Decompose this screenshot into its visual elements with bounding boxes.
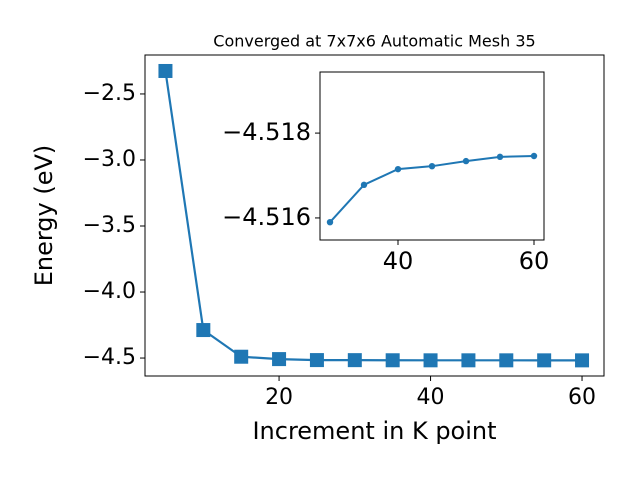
marker (530, 152, 538, 160)
marker (496, 153, 504, 161)
marker (462, 157, 470, 165)
plot-frame (319, 71, 545, 241)
marker (158, 63, 173, 78)
y-tick-label: −4.5 (83, 345, 136, 370)
y-tick-label: −4.0 (83, 279, 136, 304)
x-axis-label: Increment in K point (252, 417, 496, 445)
y-tick-label: −4.518 (222, 118, 311, 146)
marker (234, 349, 249, 364)
x-tick-label: 20 (265, 385, 293, 410)
chart-title: Converged at 7x7x6 Automatic Mesh 35 (213, 32, 535, 51)
marker (423, 353, 438, 368)
marker (196, 323, 211, 338)
marker (347, 353, 362, 368)
marker (385, 353, 400, 368)
marker (461, 353, 476, 368)
marker (394, 165, 402, 173)
y-axis-label: Energy (eV) (30, 145, 58, 287)
x-tick-label: 60 (568, 385, 596, 410)
marker (360, 181, 368, 189)
y-tick-label: −3.5 (83, 213, 136, 238)
y-tick-label: −3.0 (83, 147, 136, 172)
marker (309, 353, 324, 368)
x-tick-label: 40 (417, 385, 445, 410)
plot-frame (144, 54, 605, 377)
y-tick-label: −4.516 (222, 203, 311, 231)
marker (428, 162, 436, 170)
marker (326, 218, 334, 226)
marker (499, 353, 514, 368)
x-tick-label: 40 (383, 247, 414, 275)
x-tick-label: 60 (519, 247, 550, 275)
marker (272, 352, 287, 367)
y-tick-label: −2.5 (83, 81, 136, 106)
marker (575, 353, 590, 368)
marker (537, 353, 552, 368)
